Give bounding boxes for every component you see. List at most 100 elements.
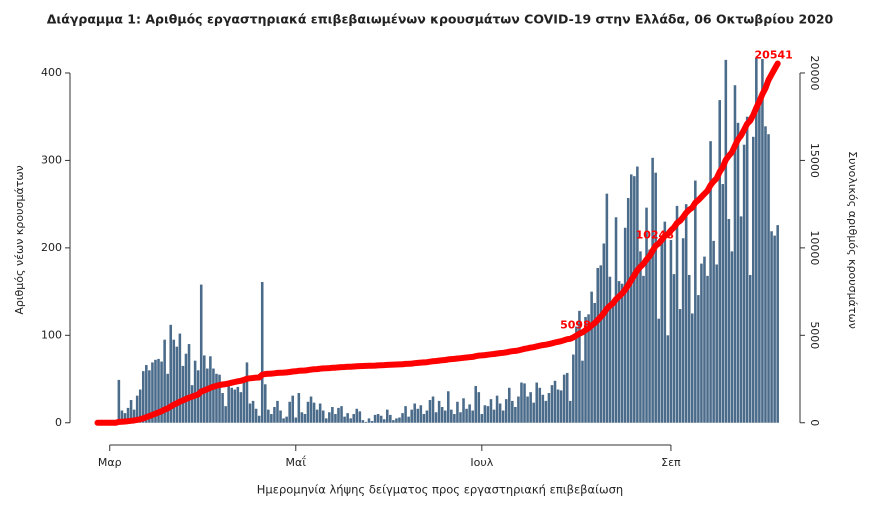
bar — [700, 263, 703, 423]
bar — [517, 396, 520, 423]
x-tick-label: Σεπ — [661, 456, 681, 469]
bar — [376, 414, 380, 423]
bar — [758, 106, 761, 423]
x-tick-label: Μαΐ — [286, 455, 307, 469]
bar — [160, 361, 163, 423]
bar — [181, 365, 185, 423]
bar — [138, 389, 142, 423]
bar — [459, 412, 462, 423]
bar — [559, 390, 563, 423]
bar — [712, 240, 715, 423]
bar — [663, 221, 667, 423]
bar — [431, 396, 435, 423]
bar — [187, 344, 191, 423]
bar — [404, 406, 407, 423]
bar — [584, 316, 587, 423]
bar — [367, 418, 371, 423]
bar — [206, 368, 209, 423]
bar — [227, 381, 230, 423]
bar — [709, 141, 712, 423]
bar — [297, 393, 301, 423]
bar — [282, 418, 285, 423]
bar — [446, 391, 450, 423]
bar — [129, 400, 133, 423]
bar — [291, 395, 295, 423]
bar — [178, 333, 182, 423]
bar — [474, 386, 478, 423]
y-tick-label: 400 — [41, 66, 62, 79]
bar — [678, 309, 682, 423]
bar — [389, 414, 392, 423]
bar — [193, 360, 197, 423]
bar — [440, 407, 444, 423]
bar — [477, 392, 481, 423]
bar — [169, 324, 173, 423]
bar — [675, 205, 679, 423]
bar — [340, 406, 343, 423]
bar — [236, 386, 240, 423]
bar — [581, 360, 584, 423]
bar — [562, 374, 566, 423]
bar — [257, 415, 261, 423]
x-tick-label: Ιουλ — [470, 456, 493, 469]
bar — [724, 59, 728, 423]
bar — [309, 396, 313, 423]
bar — [321, 410, 325, 423]
bar — [773, 235, 776, 423]
bar — [373, 414, 377, 423]
bar — [410, 409, 413, 423]
bar — [141, 371, 145, 423]
bar — [443, 410, 447, 423]
bar — [395, 418, 398, 423]
bar — [590, 291, 593, 423]
bar — [535, 382, 539, 423]
bar — [416, 408, 420, 423]
bar — [230, 387, 234, 423]
bar — [715, 264, 718, 423]
bar — [684, 204, 688, 423]
bar — [745, 116, 749, 423]
y-axis-title: Αριθμός νέων κρουσμάτων — [13, 165, 26, 314]
bar — [419, 405, 423, 423]
bar — [626, 198, 630, 423]
bar — [770, 231, 773, 423]
bar — [547, 393, 551, 423]
y-tick-label: 0 — [55, 416, 62, 429]
bar — [495, 395, 499, 423]
bar — [318, 403, 322, 423]
bar — [636, 166, 639, 423]
bar — [184, 353, 188, 423]
bar — [532, 402, 535, 423]
bar — [199, 284, 203, 423]
bar — [328, 412, 331, 423]
bar — [593, 302, 596, 423]
bar — [151, 362, 154, 423]
bar — [401, 413, 404, 423]
bar — [312, 402, 316, 423]
bar — [352, 414, 356, 423]
bar — [303, 414, 307, 423]
bar — [355, 408, 359, 423]
bar — [276, 400, 279, 423]
bar — [428, 400, 432, 423]
bar — [270, 414, 273, 423]
bar — [349, 418, 352, 423]
bar — [608, 276, 612, 423]
bar — [706, 275, 709, 423]
bar — [215, 373, 218, 423]
bar — [742, 144, 746, 423]
bar — [453, 414, 456, 423]
bar — [599, 265, 603, 423]
bar — [614, 217, 618, 423]
bar — [690, 313, 694, 423]
bar — [260, 281, 264, 423]
bar — [654, 172, 657, 423]
y2-tick-label: 10000 — [808, 230, 821, 265]
bar — [523, 383, 526, 423]
bar — [507, 387, 511, 423]
bar — [285, 416, 288, 423]
line — [94, 60, 781, 426]
bar — [553, 380, 557, 423]
bar — [687, 274, 691, 423]
